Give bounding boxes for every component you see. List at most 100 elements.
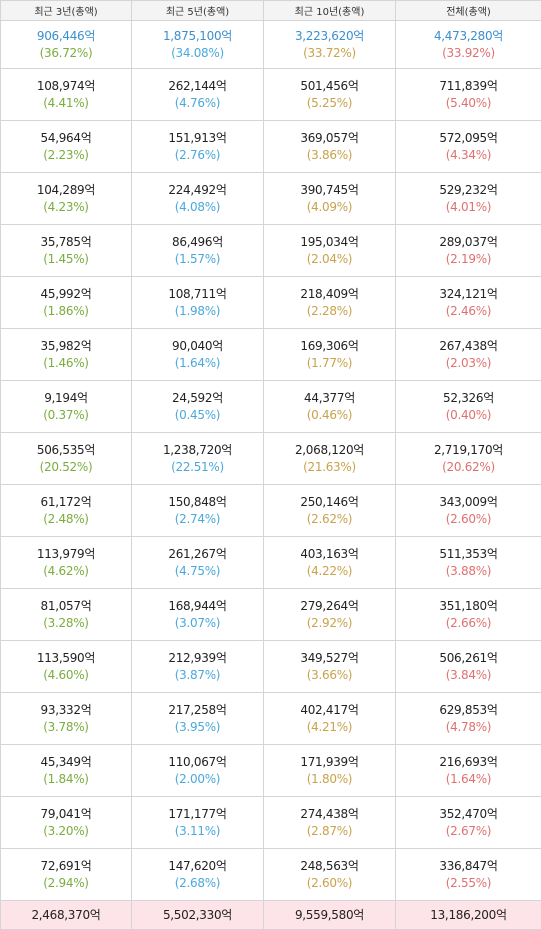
percent-value: (1.86%) [1,303,131,320]
amount-value: 113,590억 [1,650,131,667]
percent-value: (3.78%) [1,719,131,736]
percent-value: (2.19%) [396,251,541,268]
total-cell: 2,468,370억 [1,901,132,930]
amount-value: 906,446억 [1,28,131,45]
percent-value: (4.60%) [1,667,131,684]
amount-value: 86,496억 [132,234,263,251]
table-cell: 52,326억(0.40%) [396,381,541,433]
table-cell: 45,992억(1.86%) [1,277,132,329]
percent-value: (0.37%) [1,407,131,424]
table-cell: 402,417억(4.21%) [264,693,396,745]
amount-value: 168,944억 [132,598,263,615]
table-row: 506,535억(20.52%)1,238,720억(22.51%)2,068,… [1,433,541,485]
percent-value: (33.72%) [264,45,395,62]
amount-value: 289,037억 [396,234,541,251]
percent-value: (0.45%) [132,407,263,424]
table-row: 9,194억(0.37%)24,592억(0.45%)44,377억(0.46%… [1,381,541,433]
amount-value: 150,848억 [132,494,263,511]
amount-value: 4,473,280억 [396,28,541,45]
table-cell: 248,563억(2.60%) [264,849,396,901]
table-cell: 171,939억(1.80%) [264,745,396,797]
percent-value: (3.66%) [264,667,395,684]
table-cell: 506,261억(3.84%) [396,641,541,693]
table-cell: 336,847억(2.55%) [396,849,541,901]
amount-value: 403,163억 [264,546,395,563]
table-cell: 147,620억(2.68%) [132,849,264,901]
percent-value: (4.34%) [396,147,541,164]
percent-value: (4.01%) [396,199,541,216]
table-cell: 9,194억(0.37%) [1,381,132,433]
percent-value: (2.94%) [1,875,131,892]
table-row: 35,785억(1.45%)86,496억(1.57%)195,034억(2.0… [1,225,541,277]
percent-value: (5.40%) [396,95,541,112]
table-cell: 216,693억(1.64%) [396,745,541,797]
percent-value: (2.62%) [264,511,395,528]
table-cell: 369,057억(3.86%) [264,121,396,173]
table-cell: 1,238,720억(22.51%) [132,433,264,485]
total-cell: 5,502,330억 [132,901,264,930]
percent-value: (4.75%) [132,563,263,580]
percent-value: (2.60%) [264,875,395,892]
amount-value: 35,785억 [1,234,131,251]
table-cell: 54,964억(2.23%) [1,121,132,173]
table-row: 61,172억(2.48%)150,848억(2.74%)250,146억(2.… [1,485,541,537]
amount-value: 343,009억 [396,494,541,511]
percent-value: (3.28%) [1,615,131,632]
table-cell: 501,456억(5.25%) [264,69,396,121]
amount-value: 572,095억 [396,130,541,147]
table-cell: 529,232억(4.01%) [396,173,541,225]
amount-value: 629,853억 [396,702,541,719]
table-row: 113,979억(4.62%)261,267억(4.75%)403,163억(4… [1,537,541,589]
amount-value: 90,040억 [132,338,263,355]
percent-value: (3.95%) [132,719,263,736]
total-cell: 9,559,580억 [264,901,396,930]
table-cell: 35,982억(1.46%) [1,329,132,381]
percent-value: (2.68%) [132,875,263,892]
amount-value: 35,982억 [1,338,131,355]
percent-value: (1.98%) [132,303,263,320]
amount-value: 248,563억 [264,858,395,875]
table-cell: 44,377억(0.46%) [264,381,396,433]
table-cell: 262,144억(4.76%) [132,69,264,121]
percent-value: (2.66%) [396,615,541,632]
percent-value: (4.08%) [132,199,263,216]
table-cell: 150,848억(2.74%) [132,485,264,537]
amount-value: 224,492억 [132,182,263,199]
table-cell: 1,875,100억(34.08%) [132,21,264,69]
amount-value: 151,913억 [132,130,263,147]
percent-value: (21.63%) [264,459,395,476]
amount-value: 44,377억 [264,390,395,407]
table-cell: 403,163억(4.22%) [264,537,396,589]
table-row: 108,974억(4.41%)262,144억(4.76%)501,456억(5… [1,69,541,121]
table-cell: 390,745억(4.09%) [264,173,396,225]
amount-value: 72,691억 [1,858,131,875]
amount-value: 171,177억 [132,806,263,823]
amount-value: 2,719,170억 [396,442,541,459]
amount-value: 61,172억 [1,494,131,511]
table-cell: 906,446억(36.72%) [1,21,132,69]
percent-value: (2.03%) [396,355,541,372]
table-cell: 195,034억(2.04%) [264,225,396,277]
percent-value: (1.64%) [396,771,541,788]
amount-value: 351,180억 [396,598,541,615]
percent-value: (3.86%) [264,147,395,164]
amount-value: 24,592억 [132,390,263,407]
table-cell: 629,853억(4.78%) [396,693,541,745]
amount-value: 108,711억 [132,286,263,303]
amount-value: 711,839억 [396,78,541,95]
table-row: 45,349억(1.84%)110,067억(2.00%)171,939억(1.… [1,745,541,797]
amount-value: 212,939억 [132,650,263,667]
percent-value: (2.55%) [396,875,541,892]
percent-value: (2.87%) [264,823,395,840]
table-cell: 61,172억(2.48%) [1,485,132,537]
table-cell: 168,944억(3.07%) [132,589,264,641]
table-cell: 104,289억(4.23%) [1,173,132,225]
table-cell: 224,492억(4.08%) [132,173,264,225]
percent-value: (33.92%) [396,45,541,62]
amount-value: 261,267억 [132,546,263,563]
table-cell: 151,913억(2.76%) [132,121,264,173]
percent-value: (1.80%) [264,771,395,788]
amount-value: 104,289억 [1,182,131,199]
